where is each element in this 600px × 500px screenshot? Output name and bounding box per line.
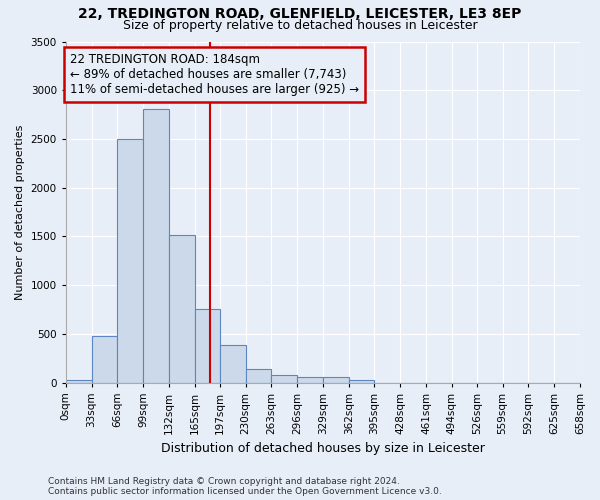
Bar bbox=[323, 377, 349, 382]
Bar bbox=[143, 108, 169, 382]
Bar bbox=[271, 375, 297, 382]
Bar bbox=[118, 139, 143, 382]
Text: 22, TREDINGTON ROAD, GLENFIELD, LEICESTER, LE3 8EP: 22, TREDINGTON ROAD, GLENFIELD, LEICESTE… bbox=[79, 8, 521, 22]
Bar bbox=[349, 380, 374, 382]
Bar bbox=[92, 336, 118, 382]
Text: Contains HM Land Registry data © Crown copyright and database right 2024.
Contai: Contains HM Land Registry data © Crown c… bbox=[48, 476, 442, 496]
Bar bbox=[245, 369, 271, 382]
Bar bbox=[220, 344, 245, 383]
Bar bbox=[66, 380, 92, 382]
Bar bbox=[169, 236, 195, 382]
X-axis label: Distribution of detached houses by size in Leicester: Distribution of detached houses by size … bbox=[161, 442, 485, 455]
Y-axis label: Number of detached properties: Number of detached properties bbox=[15, 124, 25, 300]
Bar bbox=[297, 376, 323, 382]
Text: Size of property relative to detached houses in Leicester: Size of property relative to detached ho… bbox=[122, 18, 478, 32]
Text: 22 TREDINGTON ROAD: 184sqm
← 89% of detached houses are smaller (7,743)
11% of s: 22 TREDINGTON ROAD: 184sqm ← 89% of deta… bbox=[70, 53, 359, 96]
Bar bbox=[195, 310, 220, 382]
